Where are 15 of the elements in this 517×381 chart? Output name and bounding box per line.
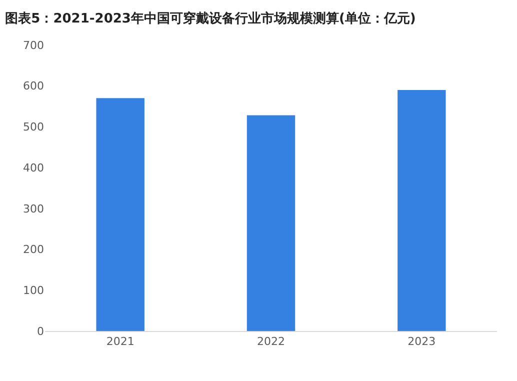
y-tick-label: 400 [23, 161, 44, 174]
bar [398, 90, 446, 331]
y-tick-label: 200 [23, 243, 44, 256]
x-tick-label: 2023 [408, 335, 436, 348]
bar [246, 115, 296, 331]
y-tick-label: 700 [23, 38, 44, 52]
x-tick-label: 2021 [106, 335, 134, 348]
bar [96, 98, 144, 331]
y-tick-label: 500 [23, 120, 44, 134]
y-tick-label: 600 [23, 80, 44, 93]
chart-title: 图表5：2021-2023年中国可穿戴设备行业市场规模测算(单位：亿元) [5, 10, 416, 26]
x-tick-label: 2022 [257, 335, 285, 348]
y-tick-label: 0 [37, 324, 44, 338]
y-tick-label: 300 [23, 202, 44, 216]
y-tick-label: 100 [23, 284, 44, 297]
